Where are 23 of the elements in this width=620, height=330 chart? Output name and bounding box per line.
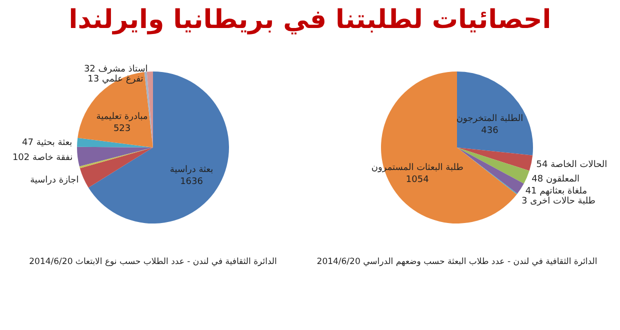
slice-label: اجازة دراسية	[30, 175, 79, 186]
pie-slice	[146, 72, 153, 148]
slice-label: نفقة خاصة 102	[12, 153, 73, 164]
slice-label: المعلقون 48	[532, 174, 580, 184]
data-label: 436	[481, 126, 499, 136]
slice-label: تفرغ علمي 13	[88, 74, 144, 85]
slice-label: استاذ مشرف 32	[84, 64, 148, 75]
data-label: 523	[113, 124, 131, 134]
pie-slice	[457, 72, 533, 156]
data-label: 1636	[180, 176, 204, 187]
data-label: 1054	[406, 174, 430, 185]
text: الدائرة الثقافية في لندن - عدد الطلاب حسب نوع الابتعاث 2014/6/20	[29, 257, 277, 267]
text: الدائرة الثقافية في لندن - عدد طلاب البعثة حسب وضعهم الدراسي 2014/6/20	[316, 257, 598, 267]
slice-label: طلبة حالات اخرى 3	[521, 196, 596, 206]
pie-slice	[80, 148, 153, 188]
text: احصائيات لطلبتنا في بريطانيا وايرلندا	[68, 4, 552, 37]
pie-slice	[77, 138, 153, 148]
slice-label: الحالات الخاصة 54	[536, 160, 608, 170]
slice-label: بعثة دراسية	[170, 164, 214, 175]
slice-label: مبادرة تعليمية	[96, 112, 148, 122]
slice-label: الطلبة المتخرجون	[456, 114, 524, 124]
slice-label: ملغاة بعثاتهم 41	[525, 186, 588, 196]
slice-label: بعثة بحثية 47	[22, 138, 72, 148]
